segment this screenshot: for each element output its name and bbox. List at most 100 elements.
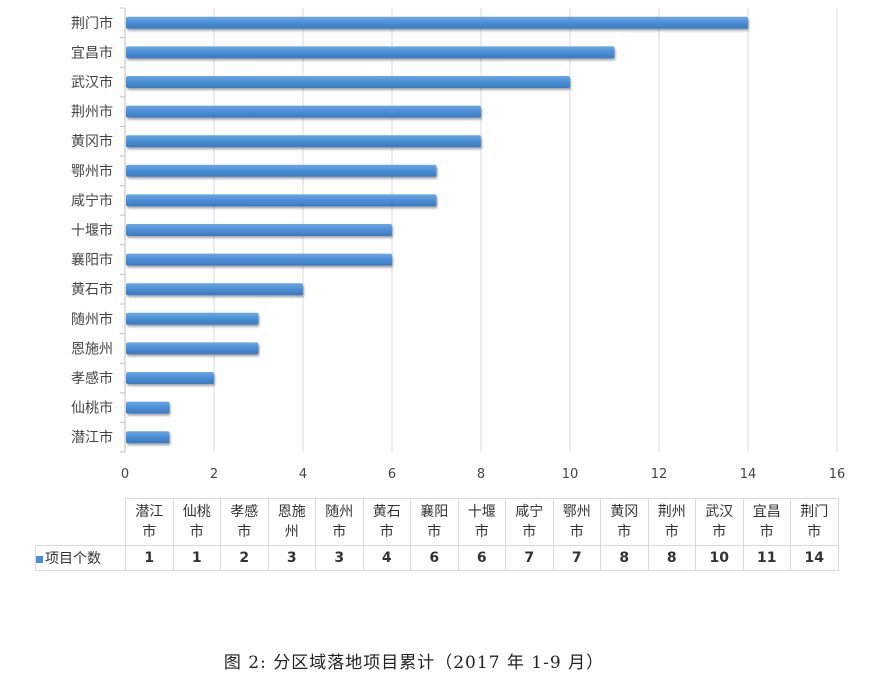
table-value-cell: 7: [505, 545, 554, 571]
table-corner: [35, 498, 126, 546]
figure-caption: 图 2: 分区域落地项目累计（2017 年 1-9 月）: [223, 653, 605, 673]
bar: [126, 283, 303, 296]
category-label: 仙桃市: [71, 400, 113, 417]
header-text: 随州: [325, 504, 354, 520]
header-text: 市: [189, 524, 204, 540]
header-text: 市: [664, 524, 679, 540]
table-header-cell: 恩施州: [267, 498, 316, 546]
table-value-cell: 6: [410, 545, 459, 571]
header-text: 市: [142, 524, 157, 540]
header-text: 仙桃: [182, 504, 211, 520]
table-header-cell: 襄阳市: [410, 498, 459, 546]
header-text: 市: [807, 524, 822, 540]
table-header-cell: 荆门市: [790, 498, 839, 546]
bar: [126, 76, 570, 88]
bar: [126, 431, 170, 444]
category-label: 十堰市: [71, 222, 113, 239]
x-tick-label: 6: [388, 467, 396, 482]
bar: [126, 105, 481, 118]
table-header-cell: 仙桃市: [172, 498, 221, 546]
x-tick-label: 2: [210, 467, 218, 482]
header-text: 市: [237, 524, 252, 540]
header-text: 荆州: [657, 504, 686, 520]
category-label: 孝感市: [71, 370, 113, 387]
table-header-cell: 孝感市: [220, 498, 269, 546]
table-value-cell: 3: [267, 545, 316, 571]
table-header-cell: 咸宁市: [505, 498, 554, 546]
table-value-cell: 2: [220, 545, 269, 571]
header-text: 黄冈: [610, 504, 639, 520]
table-value-cell: 11: [742, 545, 791, 571]
x-tick-label: 16: [829, 467, 846, 482]
category-label: 宜昌市: [71, 44, 113, 61]
header-text: 孝感: [230, 504, 259, 520]
bar: [126, 135, 481, 148]
header-text: 市: [712, 524, 727, 540]
header-text: 武汉: [705, 504, 734, 520]
bar: [126, 224, 392, 236]
table-value-cell: 4: [362, 545, 411, 571]
header-text: 市: [427, 524, 442, 540]
table-value-cell: 10: [695, 545, 744, 571]
bar: [126, 164, 437, 177]
bar-chart: 荆门市宜昌市武汉市荆州市黄冈市鄂州市咸宁市十堰市襄阳市黄石市随州市恩施州孝感市仙…: [71, 7, 846, 482]
table-header-cell: 黄冈市: [600, 498, 649, 546]
header-text: 宜昌: [752, 504, 781, 520]
table-value-cell: 14: [790, 545, 839, 571]
category-label: 襄阳市: [71, 252, 113, 269]
header-text: 市: [332, 524, 347, 540]
table-header-cell: 宜昌市: [742, 498, 791, 546]
legend-swatch: [36, 555, 43, 563]
series-label: 项目个数: [45, 551, 101, 567]
table-header-cell: 武汉市: [695, 498, 744, 546]
bar: [126, 253, 392, 266]
category-label: 咸宁市: [71, 192, 113, 209]
header-text: 市: [474, 524, 489, 540]
table-header-cell: 随州市: [315, 498, 364, 546]
bar: [126, 16, 748, 29]
table-header-cell: 荆州市: [647, 498, 696, 546]
header-text: 市: [569, 524, 584, 540]
header-text: 恩施: [277, 504, 306, 520]
header-text: 襄阳: [420, 504, 449, 520]
category-label: 荆门市: [71, 15, 113, 32]
category-label: 鄂州市: [71, 163, 113, 180]
table-value-cell: 8: [600, 545, 649, 571]
header-text: 黄石: [372, 504, 401, 520]
bar: [126, 46, 615, 59]
table-value-cell: 1: [125, 545, 174, 571]
bar: [126, 342, 259, 355]
table-value-cell: 8: [647, 545, 696, 571]
header-text: 十堰: [467, 504, 496, 520]
category-label: 武汉市: [71, 74, 113, 91]
bar: [126, 312, 259, 325]
header-text: 市: [759, 524, 774, 540]
header-text: 荆门: [800, 504, 829, 520]
category-label: 随州市: [71, 311, 113, 328]
table-value-cell: 3: [315, 545, 364, 571]
header-text: 市: [522, 524, 537, 540]
table-header-cell: 鄂州市: [552, 498, 601, 546]
category-label: 潜江市: [71, 429, 113, 446]
header-text: 咸宁: [515, 504, 544, 520]
header-text: 市: [379, 524, 394, 540]
header-text: 鄂州: [562, 504, 591, 520]
x-tick-label: 4: [299, 467, 307, 482]
table-value-cell: 6: [457, 545, 506, 571]
table-header-cell: 十堰市: [457, 498, 506, 546]
x-tick-label: 10: [562, 467, 579, 482]
table-header-cell: 潜江市: [125, 498, 174, 546]
category-label: 荆州市: [71, 104, 113, 121]
x-tick-label: 14: [740, 467, 757, 482]
x-tick-label: 12: [651, 467, 668, 482]
series-legend: 项目个数: [35, 545, 126, 571]
bar: [126, 372, 214, 384]
header-text: 州: [284, 524, 299, 540]
data-table: 潜江市仙桃市孝感市恩施州随州市黄石市襄阳市十堰市咸宁市鄂州市黄冈市荆州市武汉市宜…: [35, 498, 839, 571]
x-tick-label: 8: [477, 467, 485, 482]
x-tick-label: 0: [121, 467, 129, 482]
bar: [126, 194, 437, 207]
category-label: 黄石市: [71, 281, 113, 298]
table-value-cell: 1: [172, 545, 221, 571]
bar: [126, 401, 170, 414]
